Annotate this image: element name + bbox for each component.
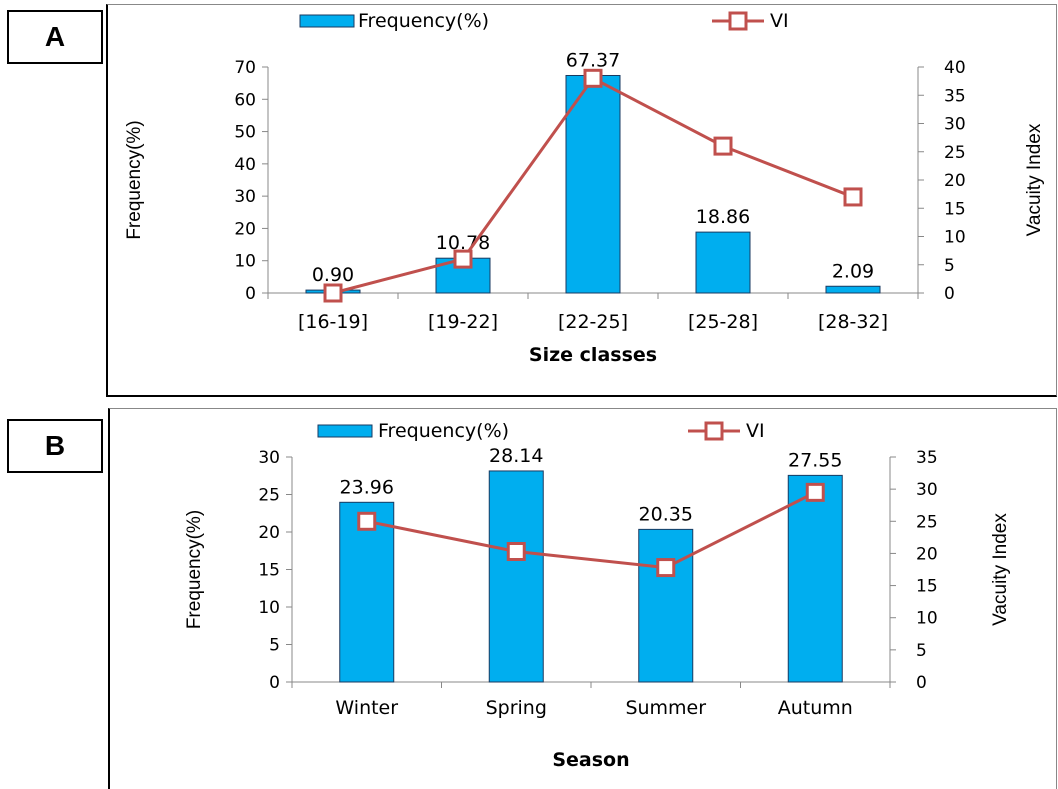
chart-a-y2tick-label: 25 xyxy=(944,143,966,163)
chart-a-ytick-label: 0 xyxy=(245,284,256,304)
chart-a-ytick-label: 20 xyxy=(234,219,256,239)
chart-a-y-title: Frequency(%) xyxy=(124,120,145,239)
chart-b-legend-frequency: Frequency(%) xyxy=(378,420,509,442)
chart-b-bar-label: 27.55 xyxy=(788,449,842,471)
chart-a-vi-point xyxy=(713,136,733,156)
chart-b-y2tick-label: 25 xyxy=(916,512,938,532)
chart-a-y2tick-label: 40 xyxy=(944,58,966,78)
chart-b-y2tick-label: 0 xyxy=(916,673,927,693)
chart-a-category-label: [19-22] xyxy=(428,311,498,333)
chart-b-y2tick-label: 30 xyxy=(916,480,938,500)
panel-a-label: A xyxy=(7,10,103,64)
chart-a-vi-point xyxy=(323,283,343,303)
chart-a-bar xyxy=(695,231,751,294)
chart-b-vi-point xyxy=(805,482,825,502)
chart-b-ytick-label: 10 xyxy=(258,598,280,618)
chart-a-y2tick-label: 5 xyxy=(944,256,955,276)
chart-a-vi-point xyxy=(453,249,473,269)
chart-b-bar xyxy=(488,470,544,683)
chart-a-ytick-label: 50 xyxy=(234,123,256,143)
chart-a-ytick-label: 60 xyxy=(234,90,256,110)
chart-a-ytick-label: 10 xyxy=(234,252,256,272)
chart-b-legend-vi: VI xyxy=(746,420,765,442)
chart-b-bar-label: 20.35 xyxy=(639,503,693,525)
chart-b-category-label: Winter xyxy=(335,697,398,719)
chart-a-category-label: [25-28] xyxy=(688,311,758,333)
chart-b-y2tick-label: 5 xyxy=(916,641,927,661)
chart-b-vi-point xyxy=(506,542,526,561)
chart-a-vi-point xyxy=(843,187,863,207)
chart-b-bar xyxy=(638,528,694,683)
chart-b-ytick-label: 30 xyxy=(258,448,280,468)
chart-a-y2tick-label: 15 xyxy=(944,199,966,219)
chart-a-y2-title: Vacuity Index xyxy=(1024,123,1045,236)
chart-a-x-title: Size classes xyxy=(529,344,657,366)
chart-b-ytick-label: 15 xyxy=(258,561,280,581)
chart-b-bar xyxy=(339,501,395,683)
chart-b-vi-point xyxy=(357,511,377,531)
chart-a-y2tick-label: 0 xyxy=(944,284,955,304)
chart-a-category-label: [16-19] xyxy=(298,311,368,333)
chart-a-ytick-label: 30 xyxy=(234,187,256,207)
chart-a-y2tick-label: 30 xyxy=(944,115,966,135)
chart-a-category-label: [22-25] xyxy=(558,311,628,333)
chart-b-frame xyxy=(108,408,1057,789)
chart-a-bar-label: 2.09 xyxy=(832,260,874,282)
chart-b-ytick-label: 20 xyxy=(258,523,280,543)
chart-b-category-label: Spring xyxy=(486,697,547,719)
chart-a-ytick-label: 40 xyxy=(234,155,256,175)
chart-b-bar-label: 28.14 xyxy=(489,445,543,467)
chart-a-legend-line-marker xyxy=(728,11,748,31)
chart-b-bar xyxy=(787,474,843,683)
chart-a-bar xyxy=(565,74,621,294)
chart-b-y2tick-label: 35 xyxy=(916,448,938,468)
chart-b-legend-line-marker xyxy=(704,421,724,441)
chart-a-y2tick-label: 20 xyxy=(944,171,966,191)
chart-a-legend-vi: VI xyxy=(770,10,789,32)
panel-b-label: B xyxy=(7,419,103,473)
chart-a-y2tick-label: 10 xyxy=(944,228,966,248)
chart-b-y-title: Frequency(%) xyxy=(184,510,205,629)
chart-a-y2tick-label: 35 xyxy=(944,86,966,106)
chart-b-x-title: Season xyxy=(552,749,629,771)
chart-b-ytick-label: 25 xyxy=(258,486,280,506)
chart-a-bar-label: 0.90 xyxy=(312,264,354,286)
chart-b-bar-label: 23.96 xyxy=(340,476,394,498)
chart-a-legend-frequency: Frequency(%) xyxy=(358,10,489,32)
chart-b-y2-title: Vacuity Index xyxy=(990,513,1011,626)
chart-b-legend-bar-swatch xyxy=(317,424,373,438)
chart-a-bar xyxy=(825,285,881,294)
charts-canvas: 01020304050607005101520253035400.9010.78… xyxy=(124,10,1045,771)
chart-a-bar-label: 67.37 xyxy=(566,49,620,71)
chart-a-frame xyxy=(106,4,1057,397)
chart-a-vi-point xyxy=(583,68,603,88)
chart-b-category-label: Summer xyxy=(625,697,706,719)
chart-a-bar-label: 18.86 xyxy=(696,206,750,228)
chart-b-ytick-label: 0 xyxy=(269,673,280,693)
chart-b-vi-line xyxy=(366,491,816,570)
chart-a-legend-bar-swatch xyxy=(299,14,355,28)
chart-b-y2tick-label: 15 xyxy=(916,577,938,597)
chart-b-y2tick-label: 20 xyxy=(916,544,938,564)
chart-a-ytick-label: 70 xyxy=(234,58,256,78)
chart-b-ytick-label: 5 xyxy=(269,636,280,656)
chart-a-category-label: [28-32] xyxy=(818,311,888,333)
chart-b-category-label: Autumn xyxy=(778,697,853,719)
chart-b-y2tick-label: 10 xyxy=(916,609,938,629)
chart-b-vi-point xyxy=(656,558,676,578)
